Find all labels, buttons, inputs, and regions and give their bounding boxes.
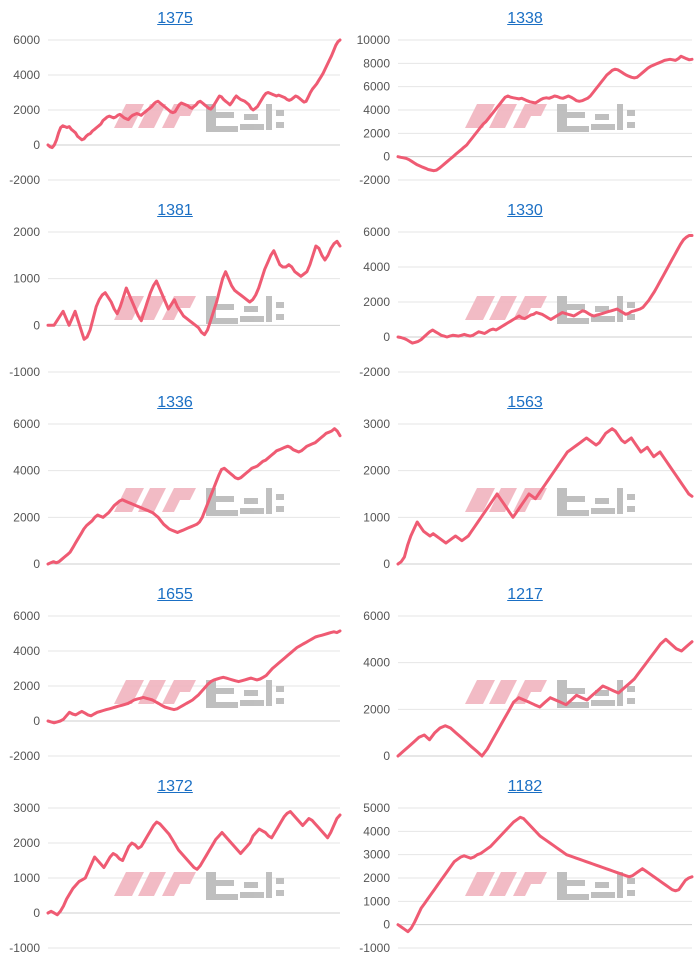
chart-title-link[interactable]: 1217 [507,586,543,603]
y-tick-label: 6000 [363,225,390,239]
y-tick-label: 0 [383,150,390,164]
watermark-logo [465,488,635,516]
y-tick-label: 0 [33,714,40,728]
y-tick-label: 0 [33,318,40,332]
chart-title-link[interactable]: 1381 [157,202,193,219]
series-line [396,815,694,934]
series-line [46,629,342,725]
chart-panel-1217: 1217 0 2000 4000 6000 [350,576,700,768]
y-tick-label: 2000 [363,702,390,716]
y-tick-label: 0 [33,557,40,571]
y-tick-label: 4000 [363,260,390,274]
watermark-logo [114,488,284,516]
series-line [46,239,342,341]
y-tick-label: -1000 [359,941,390,955]
line-chart: -2000 0 2000 4000 6000 [359,225,694,379]
watermark-logo [465,872,635,900]
watermark-logo [465,296,635,324]
chart-panel-1336: 1336 0 2000 4000 6000 [0,384,350,576]
y-tick-label: 6000 [13,417,40,431]
chart-panel-1655: 1655 -2000 0 2000 4000 6000 [0,576,350,768]
y-tick-label: 2000 [13,836,40,850]
chart-panel-1563: 1563 0 1000 2000 3000 [350,384,700,576]
y-tick-label: 6000 [13,609,40,623]
y-tick-label: 0 [33,138,40,152]
y-tick-label: 4000 [363,824,390,838]
y-tick-label: 0 [383,557,390,571]
y-tick-label: 4000 [363,656,390,670]
line-chart: -2000 0 2000 4000 6000 8000 10000 [357,33,694,187]
line-chart: 0 2000 4000 6000 [13,417,342,571]
line-chart: -1000 0 1000 2000 3000 [9,801,342,955]
chart-title-link[interactable]: 1372 [157,778,193,795]
line-chart: -2000 0 2000 4000 6000 [9,609,342,763]
y-tick-label: 1000 [13,871,40,885]
series-line [396,234,694,345]
y-tick-label: 4000 [13,464,40,478]
chart-panel-1182: 1182 -1000 0 1000 2000 3000 4000 5000 [350,768,700,960]
watermark-logo [465,680,635,708]
y-tick-label: 2000 [13,510,40,524]
y-tick-label: 6000 [13,33,40,47]
y-tick-label: 2000 [13,225,40,239]
watermark-logo [114,680,284,708]
chart-panel-1372: 1372 -1000 0 1000 2000 3000 [0,768,350,960]
y-tick-label: -2000 [359,173,390,187]
y-tick-label: 0 [383,330,390,344]
series-line [46,38,342,150]
line-chart: -2000 0 2000 4000 6000 [9,33,342,187]
chart-title-link[interactable]: 1338 [507,10,543,27]
y-tick-label: 1000 [13,272,40,286]
series-line [46,427,342,566]
y-tick-label: 4000 [363,103,390,117]
line-chart: -1000 0 1000 2000 3000 4000 5000 [359,801,694,955]
chart-title-link[interactable]: 1563 [507,394,543,411]
y-tick-label: 2000 [13,679,40,693]
watermark-logo [114,104,284,132]
y-tick-label: 1000 [363,510,390,524]
y-tick-label: 2000 [363,464,390,478]
y-tick-label: 10000 [357,33,391,47]
y-tick-label: 1000 [363,894,390,908]
y-tick-label: -1000 [9,941,40,955]
line-chart: 0 2000 4000 6000 [363,609,694,763]
y-tick-label: -2000 [359,365,390,379]
series-line [396,427,694,566]
y-tick-label: 2000 [13,103,40,117]
chart-title-link[interactable]: 1182 [507,778,543,795]
y-tick-label: 0 [383,749,390,763]
y-tick-label: 2000 [363,295,390,309]
chart-title-link[interactable]: 1655 [157,586,193,603]
series-line [396,54,694,173]
y-tick-label: 3000 [363,848,390,862]
chart-title-link[interactable]: 1330 [507,202,543,219]
chart-title-link[interactable]: 1375 [157,10,193,27]
chart-panel-1330: 1330 -2000 0 2000 4000 6000 [350,192,700,384]
y-tick-label: 2000 [363,126,390,140]
y-tick-label: 6000 [363,609,390,623]
y-tick-label: -1000 [9,365,40,379]
y-tick-label: 0 [383,918,390,932]
chart-title-link[interactable]: 1336 [157,394,193,411]
watermark-logo [114,872,284,900]
chart-panel-1381: 1381 -1000 0 1000 2000 [0,192,350,384]
y-tick-label: 4000 [13,68,40,82]
line-chart: -1000 0 1000 2000 [9,225,342,379]
y-tick-label: 0 [33,906,40,920]
y-tick-label: 3000 [13,801,40,815]
y-tick-label: 2000 [363,871,390,885]
chart-panel-1338: 1338 -2000 0 2000 4000 6000 8000 10000 [350,0,700,192]
series-line [396,637,694,758]
y-tick-label: 8000 [363,56,390,70]
y-tick-label: 3000 [363,417,390,431]
y-tick-label: 6000 [363,80,390,94]
y-tick-label: 5000 [363,801,390,815]
y-tick-label: -2000 [9,173,40,187]
chart-panel-1375: 1375 -2000 0 2000 4000 6000 [0,0,350,192]
line-chart: 0 1000 2000 3000 [363,417,694,571]
y-tick-label: -2000 [9,749,40,763]
y-tick-label: 4000 [13,644,40,658]
series-line [46,810,342,917]
